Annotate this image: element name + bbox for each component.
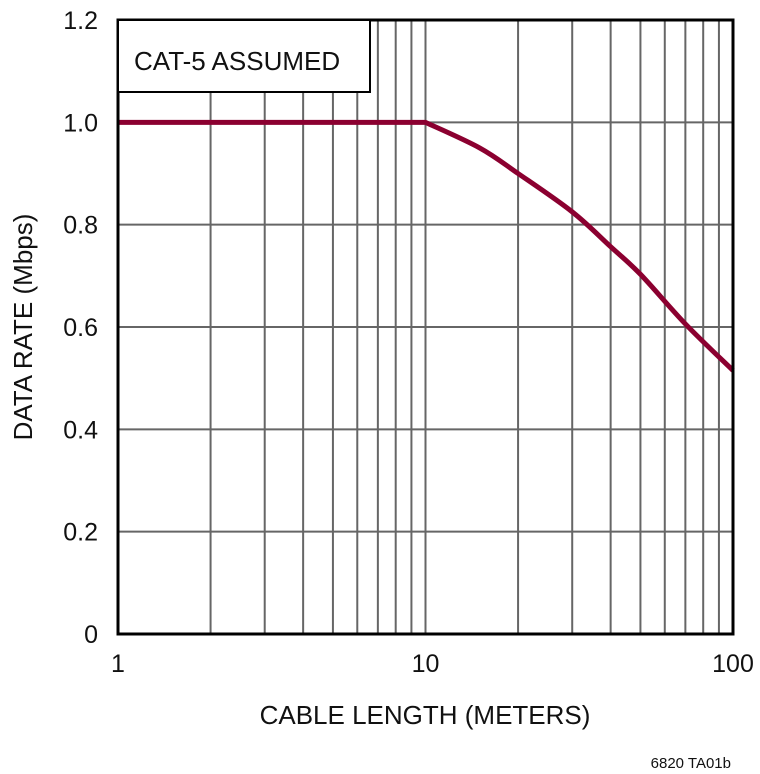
- y-tick-label: 0: [84, 621, 98, 649]
- y-tick-label: 0.4: [63, 416, 98, 444]
- annotation-box: [117, 19, 371, 93]
- y-tick-label: 0.6: [63, 314, 98, 342]
- x-tick-label: 1: [111, 650, 125, 678]
- x-axis-label: CABLE LENGTH (METERS): [260, 700, 591, 730]
- annotation: CAT-5 ASSUMED: [134, 46, 340, 76]
- x-tick-label: 100: [712, 650, 754, 678]
- footer-code: 6820 TA01b: [651, 755, 731, 772]
- plot-frame: [116, 18, 735, 636]
- series-line: [118, 119, 735, 373]
- y-tick-label: 0.8: [63, 212, 98, 240]
- y-axis-label: DATA RATE (Mbps): [8, 214, 38, 441]
- y-tick-label: 0.2: [63, 519, 98, 547]
- y-tick-label: 1.0: [63, 109, 98, 137]
- y-tick-label: 1.2: [63, 7, 98, 35]
- x-tick-label: 10: [412, 650, 440, 678]
